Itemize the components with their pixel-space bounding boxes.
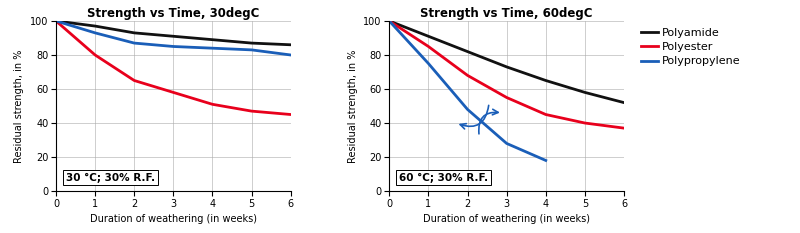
Text: 30 °C; 30% R.F.: 30 °C; 30% R.F. (66, 172, 155, 183)
Text: 60 °C; 30% R.F.: 60 °C; 30% R.F. (399, 172, 488, 183)
Y-axis label: Residual strength, in %: Residual strength, in % (348, 49, 358, 163)
Legend: Polyamide, Polyester, Polypropylene: Polyamide, Polyester, Polypropylene (637, 23, 746, 71)
X-axis label: Duration of weathering (in weeks): Duration of weathering (in weeks) (90, 214, 257, 224)
Title: Strength vs Time, 60degC: Strength vs Time, 60degC (420, 7, 593, 20)
Title: Strength vs Time, 30degC: Strength vs Time, 30degC (87, 7, 259, 20)
X-axis label: Duration of weathering (in weeks): Duration of weathering (in weeks) (423, 214, 590, 224)
Y-axis label: Residual strength, in %: Residual strength, in % (14, 49, 25, 163)
